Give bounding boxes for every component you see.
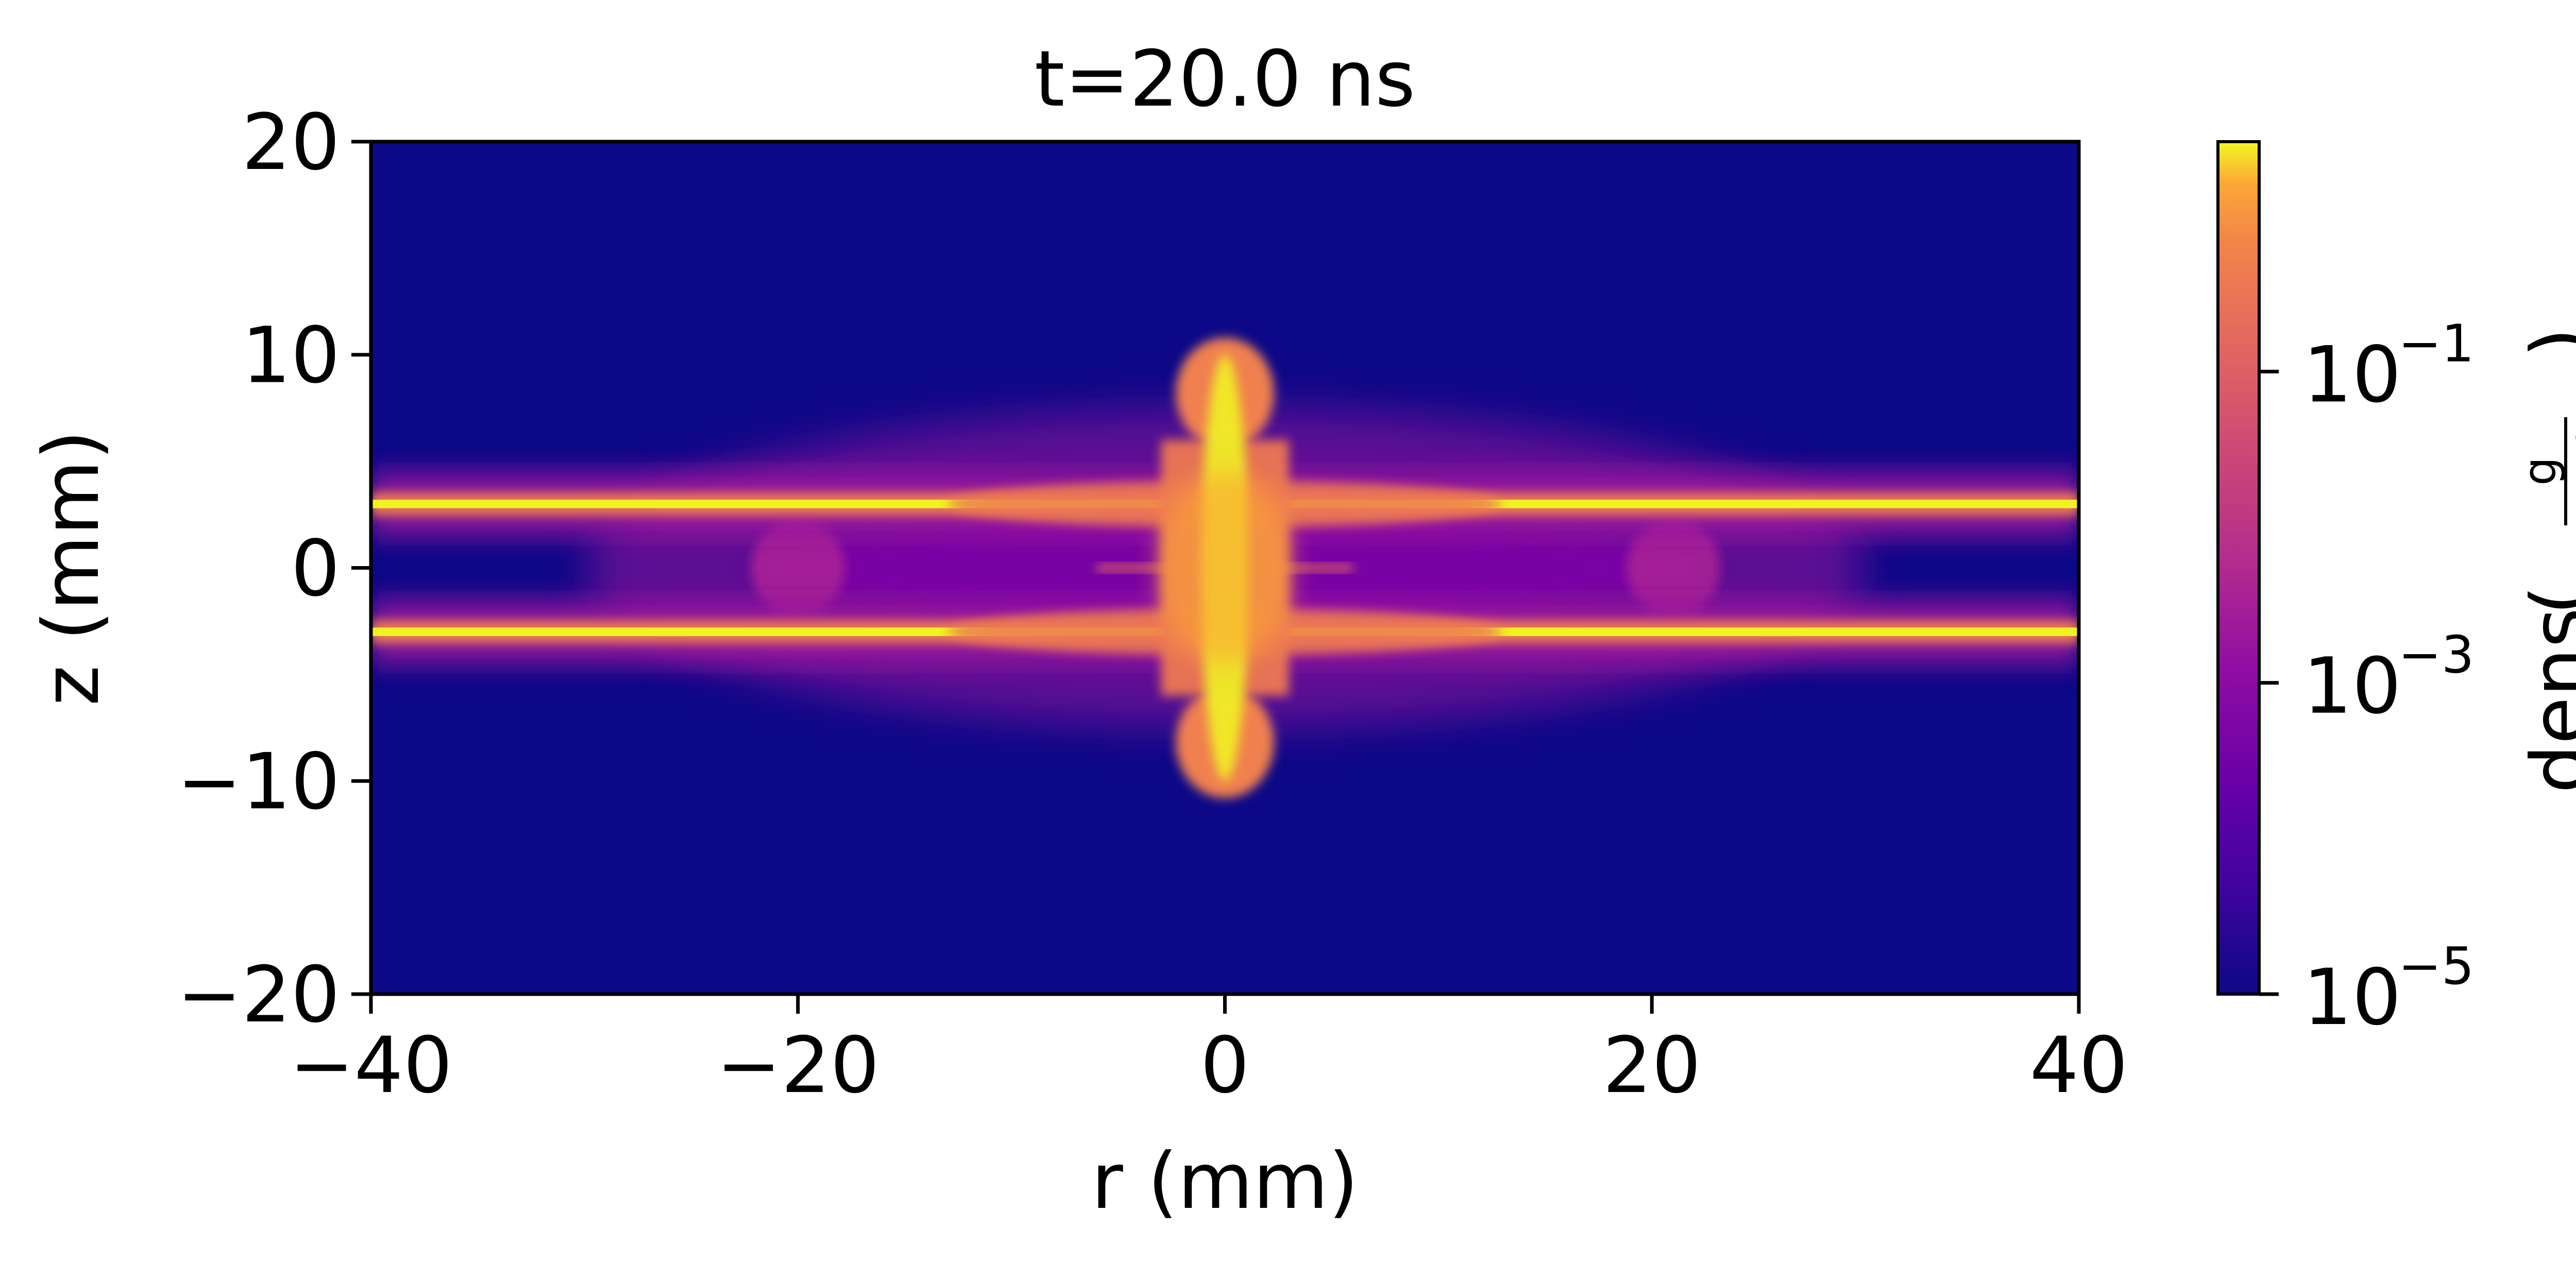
- x-tick-label: 40: [2030, 1021, 2128, 1111]
- density-lobe-left: [751, 519, 845, 617]
- x-tick-label: 20: [1603, 1021, 1701, 1111]
- y-tick-label: 10: [242, 311, 340, 401]
- colorbar-tick-base: 10: [2303, 953, 2401, 1043]
- colorbar-unit-numerator: g: [2513, 457, 2566, 486]
- colorbar-label: dens ( g cm³ ): [2513, 328, 2576, 794]
- x-tick-label: 0: [1200, 1021, 1249, 1111]
- y-axis: −20 −10 0 10 20: [177, 98, 371, 1040]
- y-tick-label: 20: [242, 98, 340, 187]
- colorbar-tick-base: 10: [2303, 330, 2401, 420]
- y-tick-label: −20: [177, 950, 340, 1040]
- y-tick-label: 0: [291, 524, 340, 614]
- colorbar-label-name: dens: [2515, 608, 2576, 794]
- x-axis: −40 −20 0 20 40: [290, 994, 2128, 1111]
- colorbar: [2216, 140, 2261, 996]
- x-axis-label: r (mm): [1091, 1137, 1359, 1226]
- colorbar-ticks: 10−510−310−1: [2259, 313, 2474, 1043]
- colorbar-paren-right: ): [2515, 328, 2576, 358]
- y-tick-label: −10: [177, 737, 340, 827]
- colorbar-tick-exponent: −5: [2398, 936, 2474, 996]
- y-axis-label: z (mm): [27, 430, 116, 706]
- colorbar-unit-denominator: cm³: [2567, 428, 2576, 515]
- density-field: [371, 337, 2079, 798]
- colorbar-tick-exponent: −3: [2398, 625, 2474, 685]
- colorbar-tick-base: 10: [2303, 642, 2401, 731]
- plume-glow: [1156, 472, 1294, 664]
- colorbar-tick-exponent: −1: [2398, 313, 2474, 373]
- density-lobe-right: [1626, 519, 1720, 617]
- chart-title: t=20.0 ns: [1035, 35, 1415, 124]
- x-tick-label: −40: [290, 1021, 453, 1111]
- colorbar-paren-left: (: [2515, 585, 2576, 616]
- x-tick-label: −20: [716, 1021, 879, 1111]
